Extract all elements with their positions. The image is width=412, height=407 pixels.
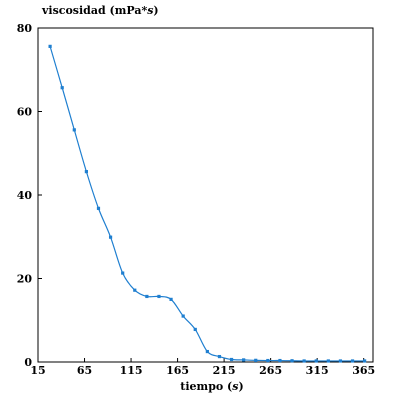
x-tick-label: 15 xyxy=(30,364,45,377)
x-tick-label: 315 xyxy=(306,364,329,377)
plot-frame xyxy=(37,27,374,363)
data-point xyxy=(290,359,294,363)
y-tick-label: 40 xyxy=(17,189,33,202)
data-point xyxy=(302,359,306,363)
series-line xyxy=(49,46,365,362)
data-point xyxy=(229,357,234,362)
x-tick-label: 115 xyxy=(120,364,143,377)
y-axis-label: viscosidad (mPa*s) xyxy=(41,4,159,17)
data-point xyxy=(145,294,149,299)
x-axis-label: tiempo (s) xyxy=(180,380,243,393)
x-ticks: 15 65 115 165 215 265 315 365 xyxy=(30,358,375,377)
y-tick-label: 0 xyxy=(24,356,32,369)
data-point xyxy=(72,128,76,132)
data-point xyxy=(181,314,185,318)
x-tick-label: 65 xyxy=(77,364,92,377)
data-point xyxy=(157,294,161,299)
data-point xyxy=(217,354,222,359)
data-point xyxy=(48,44,52,48)
y-tick-label: 60 xyxy=(17,106,33,119)
data-point xyxy=(84,170,88,174)
data-point xyxy=(121,271,125,275)
data-point xyxy=(169,297,173,301)
data-point xyxy=(108,235,113,239)
data-point xyxy=(350,359,355,363)
x-tick-label: 215 xyxy=(213,364,236,377)
data-point xyxy=(266,358,270,363)
y-tick-label: 80 xyxy=(17,22,33,35)
x-tick-label: 265 xyxy=(259,364,282,377)
x-tick-label: 165 xyxy=(166,364,189,377)
y-ticks: 0 20 40 60 80 xyxy=(17,22,42,369)
data-point xyxy=(314,359,318,363)
data-point xyxy=(254,358,258,362)
data-point xyxy=(205,349,209,354)
y-tick-label: 20 xyxy=(17,273,33,286)
data-point xyxy=(60,86,64,90)
data-point xyxy=(242,358,246,362)
data-point xyxy=(193,327,197,332)
data-point xyxy=(363,359,367,363)
data-point xyxy=(326,359,330,363)
series-layer xyxy=(48,44,367,363)
data-point xyxy=(338,359,343,363)
x-tick-label: 365 xyxy=(352,364,375,377)
data-point xyxy=(133,288,137,292)
data-point xyxy=(278,358,282,363)
data-point xyxy=(96,206,101,210)
